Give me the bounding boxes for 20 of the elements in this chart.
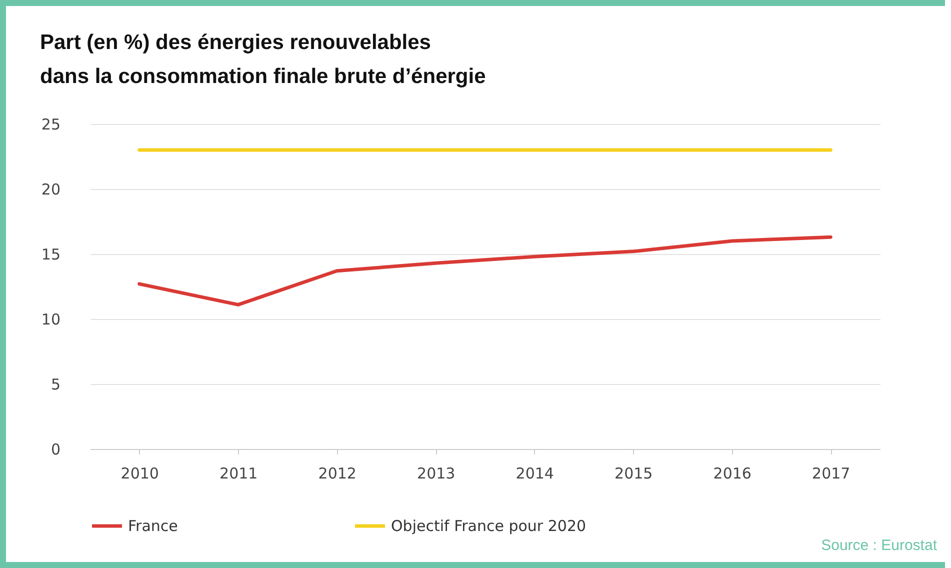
y-tick-label: 20 — [41, 180, 60, 198]
y-tick-label: 25 — [41, 116, 60, 134]
x-tick-label: 2015 — [614, 464, 653, 482]
y-tick-label: 5 — [50, 376, 60, 394]
y-tick-label: 10 — [41, 310, 60, 328]
x-tick-label: 2012 — [318, 464, 356, 482]
line-series — [138, 235, 832, 306]
x-tick-label: 2014 — [516, 464, 554, 482]
x-tick-label: 2016 — [713, 464, 752, 482]
text: dans la consommation finale brute d’énergie — [40, 65, 486, 88]
x-tick-label: 2011 — [220, 464, 258, 482]
source-note: Source : Eurostat — [821, 537, 937, 554]
x-tick-label: 2013 — [417, 464, 456, 482]
x-tick-label: 2017 — [812, 464, 850, 482]
text: Part (en %) des énergies renouvelables — [40, 31, 431, 54]
y-tick-label: 0 — [50, 440, 60, 458]
y-tick-label: 15 — [41, 246, 60, 264]
x-tick-label: 2010 — [120, 464, 159, 482]
legend-label: France — [128, 517, 178, 535]
legend-label: Objectif France pour 2020 — [391, 517, 586, 535]
